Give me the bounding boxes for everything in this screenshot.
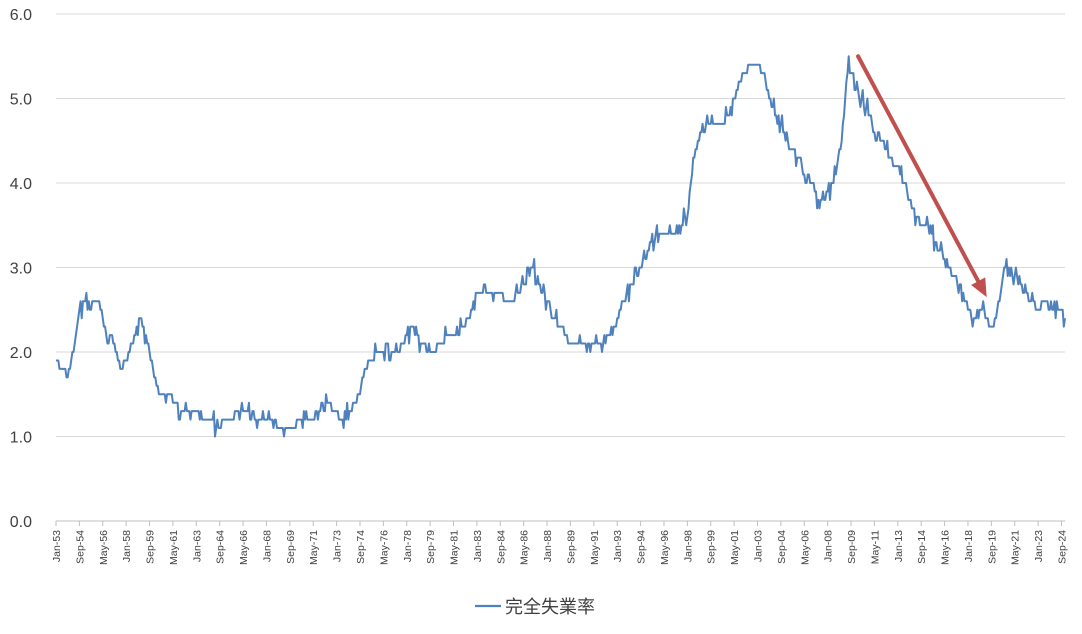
x-tick-label: Jan-83	[472, 530, 484, 562]
x-tick-label: Sep-04	[776, 530, 788, 564]
x-tick-label: May-16	[940, 530, 952, 565]
x-tick-label: Jan-23	[1033, 530, 1045, 562]
x-tick-label: May-96	[659, 530, 671, 565]
x-tick-label: Jan-58	[121, 530, 133, 562]
x-tick-label: Sep-79	[425, 530, 437, 564]
x-tick-label: Jan-13	[893, 530, 905, 562]
x-tick-label: May-81	[449, 530, 461, 565]
x-tick-label: Sep-84	[495, 530, 507, 564]
x-tick-label: May-71	[308, 530, 320, 565]
x-tick-label: Jan-78	[402, 530, 414, 562]
x-tick-label: May-01	[729, 530, 741, 565]
x-tick-label: Sep-64	[215, 530, 227, 564]
x-tick-label: Jan-68	[261, 530, 273, 562]
x-tick-label: May-21	[1010, 530, 1022, 565]
x-tick-label: May-86	[519, 530, 531, 565]
x-tick-label: May-66	[238, 530, 250, 565]
x-tick-label: Sep-99	[706, 530, 718, 564]
x-tick-label: Sep-69	[285, 530, 297, 564]
x-tick-label: May-61	[168, 530, 180, 565]
y-tick-label: 0.0	[10, 514, 32, 531]
x-tick-label: Jan-63	[191, 530, 203, 562]
x-tick-label: Sep-24	[1056, 530, 1068, 564]
series-line-0	[56, 55, 1066, 438]
x-tick-label: Jan-08	[823, 530, 835, 562]
x-tick-label: Jan-53	[51, 530, 63, 562]
x-tick-label: May-56	[98, 530, 110, 565]
gridlines	[56, 13, 1065, 437]
x-tick-label: Sep-89	[565, 530, 577, 564]
x-tick-label: Jan-98	[682, 530, 694, 562]
x-tick-label: Jan-93	[612, 530, 624, 562]
legend-label: 完全失業率	[505, 597, 595, 617]
x-tick-label: Jan-73	[332, 530, 344, 562]
x-tick-label: May-06	[799, 530, 811, 565]
annotations	[856, 54, 987, 298]
y-tick-label: 4.0	[10, 176, 32, 193]
y-tick-label: 6.0	[10, 7, 32, 24]
x-tick-label: Sep-54	[74, 530, 86, 564]
y-tick-label: 3.0	[10, 261, 32, 278]
x-tick-label: Jan-88	[542, 530, 554, 562]
x-tick-label: Sep-09	[846, 530, 858, 564]
x-tick-label: Jan-18	[963, 530, 975, 562]
legend: 完全失業率	[475, 597, 595, 617]
x-tick-label: May-91	[589, 530, 601, 565]
x-tick-label: May-11	[869, 530, 881, 564]
series-layer	[56, 55, 1066, 438]
x-tick-label: Sep-94	[636, 530, 648, 564]
x-tick-label: Sep-74	[355, 530, 367, 564]
x-tick-label: Sep-59	[145, 530, 157, 564]
y-tick-label: 2.0	[10, 345, 32, 362]
x-tick-label: May-76	[378, 530, 390, 565]
x-tick-label: Jan-03	[753, 530, 765, 562]
axes: 0.0 1.0 2.0 3.0 4.0 5.0 6.0 Jan-53 Sep-54 May-56 J…	[10, 7, 1069, 565]
y-tick-label: 5.0	[10, 92, 32, 109]
trend-arrow-shaft	[856, 54, 981, 284]
x-tick-label: Sep-14	[916, 530, 928, 564]
x-tick-label: Sep-19	[986, 530, 998, 564]
y-tick-label: 1.0	[10, 430, 32, 447]
trend-arrow-head	[971, 277, 987, 298]
